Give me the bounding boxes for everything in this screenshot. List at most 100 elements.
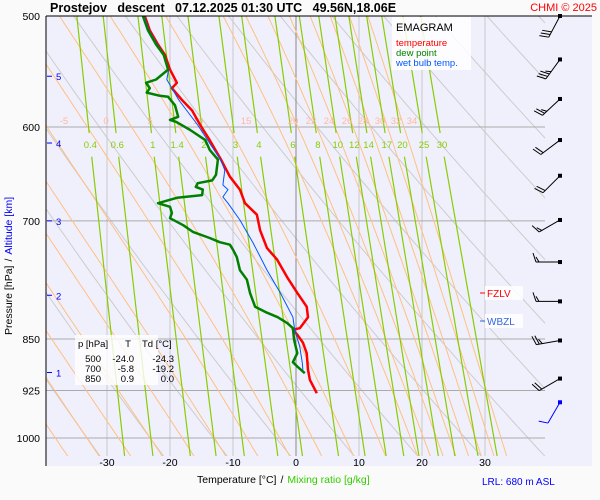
pressure-tick-label: 700 <box>22 216 40 228</box>
dry-adiabat <box>434 16 545 139</box>
wind-barb-feather <box>532 252 537 263</box>
moist-adiabat-label: 22 <box>306 116 317 127</box>
x-tick-label: 10 <box>353 457 365 469</box>
wind-barb-station <box>558 96 562 101</box>
moist-adiabat-label: 5 <box>147 116 152 127</box>
moist-adiabat-label: 34 <box>407 116 418 127</box>
mixing-ratio-line <box>241 16 258 134</box>
x-tick-label: -30 <box>99 457 114 469</box>
wind-barb-feather <box>531 336 537 345</box>
wind-barb-staff <box>536 339 561 346</box>
grid <box>46 16 545 456</box>
mixing-ratio-line <box>388 156 439 456</box>
y-axis-title: Pressure [hPa]/Altitude [km] <box>3 197 15 335</box>
wind-barb-feather <box>533 110 543 116</box>
values-table: p [hPa] T Td [°C] 500 -24.0 -24.3 700 -5… <box>75 335 174 385</box>
freezing-level-marker: FZLV <box>480 286 523 300</box>
wind-barb-staff <box>548 15 561 38</box>
wind-barb <box>531 335 562 346</box>
mixing-ratio-label: 20 <box>397 140 408 151</box>
wind-barb-feather <box>545 70 552 73</box>
mixing-ratio-line <box>339 156 387 456</box>
table-cell: 850 <box>85 374 101 385</box>
moist-adiabat-label: 28 <box>358 116 369 127</box>
mixing-ratio-line <box>259 156 304 456</box>
wind-barb-feather <box>534 188 544 194</box>
x-axis-title: Temperature [°C] / Mixing ratio [g/kg] <box>197 474 370 486</box>
wind-barb-station <box>558 400 562 405</box>
mixing-ratio-line <box>187 16 204 134</box>
moist-adiabat <box>329 16 482 456</box>
moist-adiabat-label: -5 <box>60 116 68 127</box>
lrl-label: LRL: 680 m ASL <box>482 477 555 488</box>
wind-barb-feather <box>542 29 552 33</box>
moist-adiabat-label: 32 <box>391 116 402 127</box>
mixing-ratio-line <box>118 156 154 456</box>
moist-adiabat <box>267 16 444 456</box>
temperature-line <box>143 15 318 394</box>
mixing-ratio-line <box>366 16 386 134</box>
table-cell: 0.9 <box>121 374 134 385</box>
altitude-tick-label: 4 <box>56 139 61 150</box>
wind-barb-station <box>558 173 562 178</box>
dry-adiabat <box>72 16 419 456</box>
wind-barb <box>531 376 562 392</box>
wind-barb-feather <box>536 108 545 114</box>
wind-barb-feather <box>541 109 547 112</box>
mixing-ratio-label: 17 <box>382 140 393 151</box>
dry-adiabat <box>176 16 545 456</box>
x-tick-label: 30 <box>479 457 491 469</box>
wind-barb-station <box>558 338 562 343</box>
mixing-ratio-line <box>274 16 292 134</box>
wind-barb-staff <box>538 219 561 233</box>
x-tick-label: -10 <box>225 457 240 469</box>
wind-barb-feather <box>538 73 548 77</box>
moist-adiabat-label: 30 <box>375 116 386 127</box>
pressure-tick-label: 925 <box>22 386 40 398</box>
legend-dew-point: dew point <box>396 48 437 59</box>
mixing-ratio-line <box>137 16 153 134</box>
dry-adiabat <box>46 50 355 456</box>
wind-barb-feather <box>532 292 537 302</box>
mixing-ratio-line <box>298 16 317 134</box>
moist-adiabat <box>245 16 431 456</box>
mixing-ratio-line <box>76 16 90 134</box>
legend-wet-bulb: wet bulb temp. <box>395 58 458 69</box>
altitude-tick-label: 3 <box>56 217 61 228</box>
legend-temperature: temperature <box>396 38 447 49</box>
mixing-ratio-label: 2 <box>201 140 206 151</box>
mixing-ratio-label: 25 <box>419 140 430 151</box>
wind-barb-staff <box>538 378 561 392</box>
legend: EMAGRAM temperature dew point wet bulb t… <box>392 17 471 70</box>
wind-barb <box>532 252 562 265</box>
pressure-tick-label: 1000 <box>17 433 41 445</box>
wbzl-label: WBZL <box>487 317 515 328</box>
wind-barb-feather <box>534 382 543 390</box>
mixing-ratio-label: 6 <box>290 140 295 151</box>
mixing-ratio-label: 14 <box>363 140 374 151</box>
dry-adiabat <box>331 16 545 261</box>
moist-adiabat <box>46 63 291 456</box>
moist-adiabat <box>46 232 195 456</box>
mixing-ratio-line <box>318 16 337 134</box>
copyright: CHMI © 2025 <box>530 2 597 14</box>
mixing-ratio-line <box>236 156 279 456</box>
wind-barb-staff <box>542 98 561 116</box>
wind-barb <box>531 217 562 233</box>
moist-adiabat-label: 0 <box>103 116 108 127</box>
wind-barb-feather <box>538 338 543 344</box>
wind-barb-feather <box>539 35 549 38</box>
mixing-ratio-line <box>161 16 177 134</box>
mixing-ratio-label: 12 <box>349 140 360 151</box>
table-header-t: T <box>125 339 131 350</box>
wind-barb-feather <box>535 296 540 302</box>
fzlv-label: FZLV <box>487 289 511 300</box>
wind-barb-station <box>558 299 562 304</box>
moist-adiabat <box>46 180 227 456</box>
mixing-ratio-line <box>204 156 245 456</box>
wind-barb-station <box>558 260 562 265</box>
wind-barb <box>532 138 562 155</box>
altitude-tick-label: 1 <box>56 369 61 380</box>
